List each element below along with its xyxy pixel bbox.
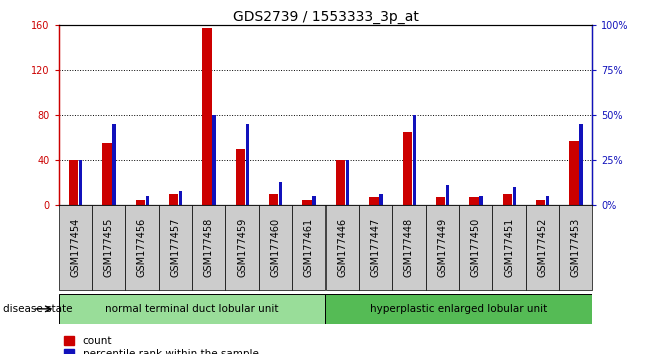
Bar (436, 198, 445, 205)
Bar (212, 115, 215, 205)
Bar (326, 294, 592, 324)
Bar (169, 194, 178, 205)
Text: GSM177447: GSM177447 (370, 218, 381, 278)
Bar (102, 143, 111, 205)
Bar (426, 205, 459, 290)
Bar (59, 205, 92, 290)
Text: GSM177451: GSM177451 (504, 218, 514, 278)
Bar (146, 196, 149, 205)
Text: GSM177455: GSM177455 (104, 218, 114, 278)
Bar (546, 196, 549, 205)
Bar (503, 194, 512, 205)
Text: GSM177450: GSM177450 (471, 218, 480, 278)
Bar (346, 160, 349, 205)
Bar (202, 28, 212, 205)
Bar (326, 205, 359, 290)
Bar (525, 205, 559, 290)
Text: GSM177459: GSM177459 (237, 218, 247, 278)
Text: GSM177458: GSM177458 (204, 218, 214, 278)
Bar (469, 198, 478, 205)
Bar (392, 205, 426, 290)
Text: disease state: disease state (3, 304, 73, 314)
Bar (279, 182, 283, 205)
Bar (369, 198, 378, 205)
Bar (179, 191, 182, 205)
Bar (159, 205, 192, 290)
Text: GSM177448: GSM177448 (404, 218, 414, 278)
Bar (79, 160, 82, 205)
Bar (292, 205, 326, 290)
Bar (92, 205, 125, 290)
Bar (459, 205, 492, 290)
Legend: count, percentile rank within the sample: count, percentile rank within the sample (64, 336, 258, 354)
Bar (336, 160, 345, 205)
Text: GSM177456: GSM177456 (137, 218, 147, 278)
Bar (312, 196, 316, 205)
Bar (559, 205, 592, 290)
Text: normal terminal duct lobular unit: normal terminal duct lobular unit (105, 304, 279, 314)
Bar (225, 205, 258, 290)
Bar (359, 205, 392, 290)
Bar (303, 200, 312, 205)
Bar (59, 294, 326, 324)
Bar (269, 194, 279, 205)
Text: hyperplastic enlarged lobular unit: hyperplastic enlarged lobular unit (370, 304, 547, 314)
Bar (236, 149, 245, 205)
Text: GSM177454: GSM177454 (70, 218, 80, 278)
Bar (380, 194, 383, 205)
Bar (402, 132, 412, 205)
Bar (413, 115, 416, 205)
Bar (446, 185, 449, 205)
Bar (125, 205, 159, 290)
Bar (192, 205, 225, 290)
Text: GSM177446: GSM177446 (337, 218, 347, 278)
Text: GSM177452: GSM177452 (537, 218, 547, 278)
Text: GSM177449: GSM177449 (437, 218, 447, 278)
Title: GDS2739 / 1553333_3p_at: GDS2739 / 1553333_3p_at (232, 10, 419, 24)
Bar (69, 160, 78, 205)
Text: GSM177460: GSM177460 (270, 218, 281, 278)
Text: GSM177453: GSM177453 (571, 218, 581, 278)
Bar (492, 205, 525, 290)
Bar (135, 200, 145, 205)
Bar (113, 124, 116, 205)
Bar (513, 187, 516, 205)
Bar (536, 200, 546, 205)
Text: GSM177461: GSM177461 (304, 218, 314, 278)
Bar (258, 205, 292, 290)
Bar (246, 124, 249, 205)
Bar (479, 196, 482, 205)
Bar (579, 124, 583, 205)
Text: GSM177457: GSM177457 (171, 218, 180, 278)
Bar (570, 141, 579, 205)
